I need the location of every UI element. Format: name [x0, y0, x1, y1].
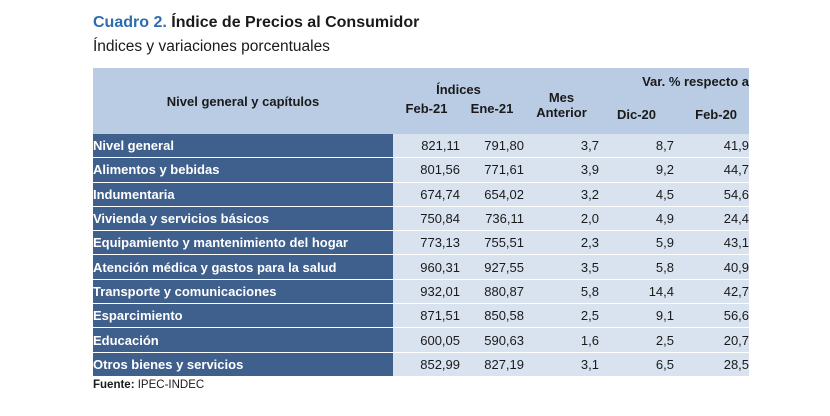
- cell-feb20: 20,7: [674, 327, 750, 353]
- header-row-bottom: Índices Feb-21 Ene-21 Mes Anterior Dic-2…: [93, 82, 750, 134]
- table-row: Equipamiento y mantenimiento del hogar 77…: [93, 230, 750, 256]
- source-note: Fuente: IPEC-INDEC: [93, 379, 204, 391]
- header-indices-sub: Índices Feb-21 Ene-21: [393, 82, 524, 134]
- cell-feb21: 821,11: [393, 134, 460, 159]
- row-label: Equipamiento y mantenimiento del hogar: [93, 230, 393, 256]
- cell-dic20: 5,9: [599, 230, 674, 256]
- header-feb21: Feb-21: [405, 101, 448, 116]
- table-row: Indumentaria 674,74 654,02 3,2 4,5 54,6: [93, 182, 750, 207]
- cell-dic20: 6,5: [599, 352, 674, 377]
- table-row: Alimentos y bebidas 801,56 771,61 3,9 9,2 44,…: [93, 157, 750, 183]
- cell-feb21: 773,13: [393, 230, 460, 256]
- title-text: Índice de Precios al Consumidor: [171, 14, 420, 31]
- cell-feb20: 41,9: [674, 134, 750, 159]
- row-label: Alimentos y bebidas: [93, 157, 393, 183]
- cell-feb21: 600,05: [393, 327, 460, 353]
- cell-dic20: 8,7: [599, 134, 674, 159]
- cell-feb20: 54,6: [674, 182, 750, 207]
- cell-mes: 3,7: [524, 134, 599, 159]
- cell-ene21: 827,19: [460, 352, 524, 377]
- cell-mes: 3,9: [524, 157, 599, 183]
- cell-feb20: 44,7: [674, 157, 750, 183]
- row-label: Otros bienes y servicios: [93, 352, 393, 377]
- table-row: Nivel general 821,11 791,80 3,7 8,7 41,9: [93, 134, 750, 159]
- cell-feb20: 42,7: [674, 279, 750, 305]
- cell-ene21: 771,61: [460, 157, 524, 183]
- table-row: Atención médica y gastos para la salud 96…: [93, 254, 750, 280]
- cell-mes: 2,5: [524, 303, 599, 329]
- header-dic20: Dic-20: [599, 94, 674, 134]
- row-label: Vivienda y servicios básicos: [93, 206, 393, 232]
- cell-feb21: 750,84: [393, 206, 460, 232]
- cell-mes: 3,2: [524, 182, 599, 207]
- table-row: Esparcimiento 871,51 850,58 2,5 9,1 56,6: [93, 303, 750, 329]
- table-row: Otros bienes y servicios 852,99 827,19 3,1 6…: [93, 352, 750, 377]
- cell-feb20: 43,1: [674, 230, 750, 256]
- cell-feb20: 28,5: [674, 352, 750, 377]
- cell-dic20: 2,5: [599, 327, 674, 353]
- cell-feb20: 56,6: [674, 303, 750, 329]
- cell-feb20: 40,9: [674, 254, 750, 280]
- page-subtitle: Índices y variaciones porcentuales: [93, 38, 330, 55]
- row-label: Transporte y comunicaciones: [93, 279, 393, 305]
- cell-ene21: 927,55: [460, 254, 524, 280]
- cpi-table: Nivel general y capítulos Var. % respect…: [93, 68, 750, 377]
- cell-feb21: 871,51: [393, 303, 460, 329]
- cell-mes: 2,0: [524, 206, 599, 232]
- cell-ene21: 791,80: [460, 134, 524, 159]
- cell-feb21: 960,31: [393, 254, 460, 280]
- table-row: Vivienda y servicios básicos 750,84 736,11…: [93, 206, 750, 232]
- cell-ene21: 654,02: [460, 182, 524, 207]
- cell-feb21: 852,99: [393, 352, 460, 377]
- header-row-top: Nivel general y capítulos Var. % respect…: [93, 68, 750, 134]
- cell-dic20: 9,2: [599, 157, 674, 183]
- cell-feb21: 801,56: [393, 157, 460, 183]
- page-title: Cuadro 2. Índice de Precios al Consumido…: [93, 14, 419, 32]
- row-label: Educación: [93, 327, 393, 353]
- table-row: Transporte y comunicaciones 932,01 880,87 5…: [93, 279, 750, 305]
- cell-feb21: 674,74: [393, 182, 460, 207]
- cell-mes: 3,5: [524, 254, 599, 280]
- cell-mes: 2,3: [524, 230, 599, 256]
- cell-feb21: 932,01: [393, 279, 460, 305]
- source-text: IPEC-INDEC: [137, 379, 205, 391]
- header-mes-line2: Anterior: [536, 105, 587, 120]
- source-label: Fuente:: [93, 379, 135, 391]
- row-label: Nivel general: [93, 134, 393, 159]
- row-label: Atención médica y gastos para la salud: [93, 254, 393, 280]
- row-label: Esparcimiento: [93, 303, 393, 329]
- cell-mes: 1,6: [524, 327, 599, 353]
- cell-dic20: 4,9: [599, 206, 674, 232]
- header-indices-group: [393, 68, 524, 94]
- cell-dic20: 4,5: [599, 182, 674, 207]
- cell-dic20: 9,1: [599, 303, 674, 329]
- cell-dic20: 14,4: [599, 279, 674, 305]
- row-label: Indumentaria: [93, 182, 393, 207]
- cell-feb20: 24,4: [674, 206, 750, 232]
- cell-ene21: 880,87: [460, 279, 524, 305]
- cell-ene21: 590,63: [460, 327, 524, 353]
- table-row: Educación 600,05 590,63 1,6 2,5 20,7: [93, 327, 750, 353]
- header-feb20: Feb-20: [674, 94, 750, 134]
- cell-ene21: 736,11: [460, 206, 524, 232]
- cell-mes: 5,8: [524, 279, 599, 305]
- header-var-group: Var. % respecto a: [524, 68, 750, 94]
- cell-dic20: 5,8: [599, 254, 674, 280]
- cell-mes: 3,1: [524, 352, 599, 377]
- header-mes-anterior: Mes Anterior: [524, 90, 599, 134]
- cell-ene21: 755,51: [460, 230, 524, 256]
- table-body: Nivel general 821,11 791,80 3,7 8,7 41,9 Alim…: [93, 134, 750, 377]
- cell-ene21: 850,58: [460, 303, 524, 329]
- header-ene21: Ene-21: [470, 101, 514, 116]
- header-nivel: Nivel general y capítulos: [93, 68, 393, 134]
- header-indices: Índices: [436, 82, 481, 97]
- title-number: Cuadro 2.: [93, 14, 167, 31]
- header-mes-line1: Mes: [548, 90, 575, 105]
